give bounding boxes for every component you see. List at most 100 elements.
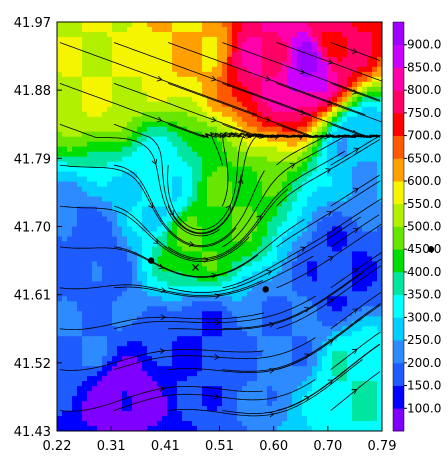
heatmap-cell xyxy=(77,366,83,372)
heatmap-cell xyxy=(77,176,83,183)
heatmap-cell xyxy=(227,41,233,48)
heatmap-cell xyxy=(317,206,323,213)
heatmap-cell xyxy=(377,31,382,38)
heatmap-cell xyxy=(142,22,148,28)
heatmap-cell xyxy=(332,266,338,272)
heatmap-cell xyxy=(377,151,382,158)
heatmap-cell xyxy=(372,221,378,228)
heatmap-cell xyxy=(117,326,123,332)
heatmap-cell xyxy=(277,321,283,327)
heatmap-cell xyxy=(152,66,158,73)
heatmap-cell xyxy=(307,251,313,258)
heatmap-cell xyxy=(222,41,228,48)
heatmap-cell xyxy=(97,186,103,193)
heatmap-cell xyxy=(352,241,358,248)
heatmap-cell xyxy=(117,351,123,357)
heatmap-cell xyxy=(172,346,178,352)
heatmap-cell xyxy=(122,276,128,282)
heatmap-cell xyxy=(117,391,123,397)
heatmap-cell xyxy=(267,91,273,98)
heatmap-cell xyxy=(167,106,173,113)
heatmap-cell xyxy=(77,186,83,193)
heatmap-cell xyxy=(122,381,128,387)
heatmap-cell xyxy=(72,211,78,218)
heatmap-cell xyxy=(247,51,253,58)
heatmap-cell xyxy=(277,236,283,243)
heatmap-cell xyxy=(67,166,73,173)
heatmap-cell xyxy=(197,256,203,263)
heatmap-cell xyxy=(267,301,273,307)
heatmap-cell xyxy=(97,371,103,377)
heatmap-cell xyxy=(232,41,238,48)
heatmap-cell xyxy=(107,236,113,243)
heatmap-cell xyxy=(192,231,198,238)
heatmap-cell xyxy=(247,386,253,392)
heatmap-cell xyxy=(207,216,213,223)
heatmap-cell xyxy=(107,41,113,48)
heatmap-cell xyxy=(352,286,358,292)
heatmap-cell xyxy=(142,391,148,397)
heatmap-cell xyxy=(97,286,103,292)
heatmap-cell xyxy=(307,341,313,347)
heatmap-cell xyxy=(212,246,218,253)
heatmap-cell xyxy=(247,326,253,332)
heatmap-cell xyxy=(122,66,128,73)
heatmap-cell xyxy=(167,236,173,243)
heatmap-cell xyxy=(367,56,373,63)
heatmap-cell xyxy=(127,31,133,38)
heatmap-cell xyxy=(257,126,263,133)
heatmap-cell xyxy=(197,106,203,113)
heatmap-cell xyxy=(107,191,113,198)
heatmap-cell xyxy=(357,261,363,267)
heatmap-cell xyxy=(117,36,123,43)
heatmap-cell xyxy=(112,211,118,218)
heatmap-cell xyxy=(167,311,173,317)
heatmap-cell xyxy=(362,166,368,173)
heatmap-cell xyxy=(192,276,198,282)
heatmap-cell xyxy=(157,361,163,367)
heatmap-cell xyxy=(362,31,368,38)
heatmap-cell xyxy=(242,86,248,93)
heatmap-cell xyxy=(122,291,128,297)
heatmap-cell xyxy=(202,326,208,332)
heatmap-cell xyxy=(217,286,223,292)
heatmap-cell xyxy=(137,346,143,352)
heatmap-cell xyxy=(317,226,323,233)
heatmap-cell xyxy=(102,266,108,272)
heatmap-cell xyxy=(142,146,148,153)
heatmap-cell xyxy=(102,356,108,362)
heatmap-cell xyxy=(97,126,103,133)
heatmap-cell xyxy=(272,371,278,377)
heatmap-cell xyxy=(337,121,343,128)
heatmap-cell xyxy=(72,326,78,332)
heatmap-cell xyxy=(167,401,173,407)
heatmap-cell xyxy=(357,66,363,73)
heatmap-cell xyxy=(272,401,278,407)
heatmap-cell xyxy=(332,311,338,317)
heatmap-cell xyxy=(232,96,238,103)
heatmap-cell xyxy=(227,121,233,128)
heatmap-cell xyxy=(72,241,78,248)
heatmap-cell xyxy=(307,101,313,108)
heatmap-cell xyxy=(252,61,258,68)
heatmap-cell xyxy=(187,161,193,168)
heatmap-cell xyxy=(352,291,358,297)
heatmap-cell xyxy=(197,161,203,168)
heatmap-cell xyxy=(122,336,128,342)
heatmap-cell xyxy=(102,191,108,198)
heatmap-cell xyxy=(107,111,113,118)
heatmap-cell xyxy=(232,401,238,407)
heatmap-cell xyxy=(122,366,128,372)
heatmap-cell xyxy=(287,356,293,362)
heatmap-cell xyxy=(332,36,338,43)
heatmap-cell xyxy=(147,51,153,58)
heatmap-cell xyxy=(142,211,148,218)
heatmap-cell xyxy=(112,346,118,352)
heatmap-cell xyxy=(252,96,258,103)
heatmap-cell xyxy=(307,331,313,337)
heatmap-cell xyxy=(287,22,293,28)
heatmap-cell xyxy=(172,26,178,33)
heatmap-cell xyxy=(347,226,353,233)
heatmap-cell xyxy=(127,161,133,168)
heatmap-cell xyxy=(57,91,63,98)
